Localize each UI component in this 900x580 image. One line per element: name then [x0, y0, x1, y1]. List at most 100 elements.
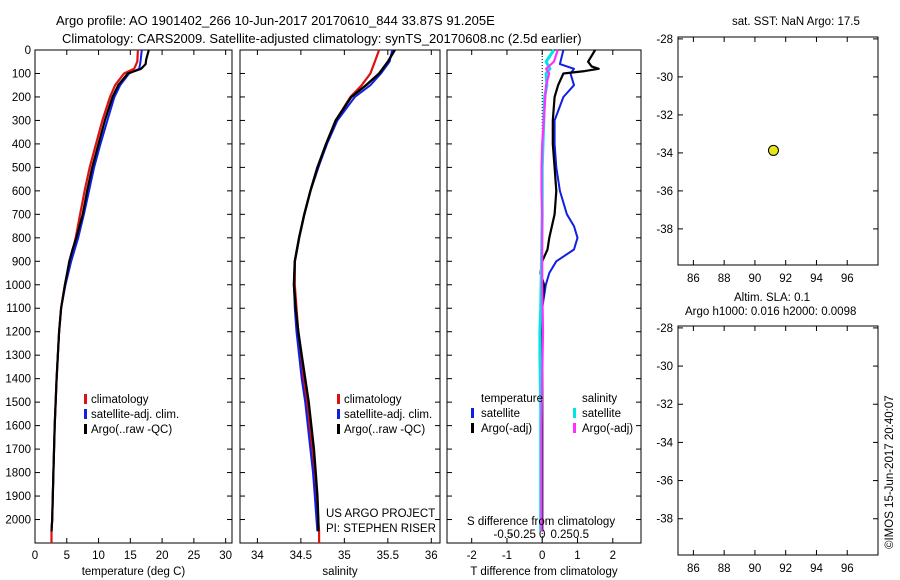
depth-tick-label: 200 [12, 92, 31, 104]
legend-swatch [471, 423, 474, 433]
legend-swatch [84, 424, 87, 434]
depth-tick-label: 100 [12, 68, 31, 80]
lon-tick-label: 90 [749, 273, 762, 285]
x-tick-label: 2 [610, 550, 616, 562]
map-frame [677, 325, 879, 556]
depth-tick-label: 1100 [6, 303, 31, 315]
map-frame-overlay [677, 325, 879, 556]
lat-tick-label: -34 [656, 437, 673, 449]
lat-tick-label: -38 [656, 514, 673, 526]
series-line-argo-raw-qc- [50, 49, 150, 532]
legend-label: climatology [344, 394, 402, 406]
lon-tick-label: 86 [687, 563, 700, 575]
series-line-s-argo-adj- [540, 49, 559, 532]
legend-label: satellite [481, 408, 520, 420]
imos-credit: ©IMOS 15-Jun-2017 20:40:07 [884, 395, 896, 549]
x-tick-label: 35.5 [377, 550, 399, 562]
legend-label: Argo(-adj) [582, 423, 633, 435]
salinity-panel: 34 34.5 35 35.5 36 salinity climatology satelli… [239, 49, 441, 578]
s-tick-label: -0.5 [494, 529, 514, 541]
lon-tick-label: 94 [810, 273, 823, 285]
legend-swatch [84, 409, 87, 419]
legend-swatch [573, 423, 576, 433]
title-line-2: Climatology: CARS2009. Satellite-adjuste… [62, 31, 582, 46]
s-tick-label: 0.25 [550, 529, 572, 541]
plot-frame [239, 49, 441, 544]
x-tick-label: 10 [92, 550, 105, 562]
location-map-panel: 86 88 90 92 94 96 -28 -30 -32 -34 -36 -38 [656, 34, 879, 285]
lat-tick-label: -32 [656, 110, 673, 122]
legend-swatch [84, 394, 87, 404]
depth-tick-label: 1200 [5, 327, 31, 339]
x-axis-label: temperature (deg C) [82, 566, 186, 578]
lat-tick-label: -38 [656, 224, 673, 236]
x-tick-label: 0 [32, 550, 38, 562]
x-tick-label: 36 [425, 550, 438, 562]
lon-tick-label: 88 [718, 273, 731, 285]
lat-tick-label: -32 [656, 399, 673, 411]
depth-tick-label: 1900 [5, 491, 31, 503]
depth-tick-label: 800 [12, 233, 31, 245]
depth-tick-label: 600 [12, 186, 31, 198]
depth-tick-label: 1500 [5, 397, 31, 409]
x-tick-label: 5 [64, 550, 70, 562]
lat-tick-label: -34 [656, 148, 673, 160]
depth-tick-label: 1400 [5, 374, 31, 386]
legend-label: satellite-adj. clim. [344, 409, 432, 421]
lat-tick-label: -36 [656, 476, 673, 488]
depth-tick-label: 0 [25, 45, 31, 57]
x-axis-label: salinity [322, 566, 357, 578]
s-tick-label: 0 [539, 529, 545, 541]
x-tick-label: 30 [219, 550, 232, 562]
project-name: US ARGO PROJECT [326, 508, 435, 520]
series-line-argo-raw-qc- [292, 49, 396, 532]
legend-swatch [573, 408, 576, 418]
depth-tick-label: 700 [12, 209, 31, 221]
legend-swatch [337, 409, 340, 419]
lon-tick-label: 96 [841, 563, 854, 575]
legend-label: satellite-adj. clim. [91, 409, 179, 421]
lat-tick-label: -30 [656, 361, 673, 373]
map-title: sat. SST: NaN Argo: 17.5 [732, 16, 860, 28]
plot-frame [34, 49, 233, 544]
depth-tick-label: 500 [12, 162, 31, 174]
temperature-panel: 0 5 10 15 20 25 300100200300400500600700800900… [5, 45, 233, 578]
depth-tick-label: 1300 [5, 350, 31, 362]
altimetry-title: Altim. SLA: 0.1 [734, 292, 810, 304]
legend-swatch [337, 394, 340, 404]
lon-tick-label: 92 [779, 273, 792, 285]
altimetry-panel: 86 88 90 92 94 96 -28 -30 -32 -34 -36 -38 [656, 323, 879, 575]
s-tick-label: 0.5 [573, 529, 589, 541]
legend-swatch [337, 424, 340, 434]
s-tick-label: -0.25 [510, 529, 536, 541]
project-pi: PI: STEPHEN RISER [326, 523, 436, 535]
legend-label: satellite [582, 408, 621, 420]
lon-tick-label: 86 [687, 273, 700, 285]
lon-tick-label: 90 [749, 563, 762, 575]
x-tick-label: 0 [539, 550, 545, 562]
x-tick-label: 34 [251, 550, 264, 562]
lat-tick-label: -28 [656, 34, 673, 46]
depth-tick-label: 1700 [5, 444, 31, 456]
depth-tick-label: 1800 [5, 468, 31, 480]
lat-tick-label: -28 [656, 323, 673, 335]
lat-tick-label: -36 [656, 186, 673, 198]
legend-swatch [471, 408, 474, 418]
x-axis-label: T difference from climatology [470, 566, 617, 578]
x-tick-label: 35 [338, 550, 351, 562]
lon-tick-label: 94 [810, 563, 823, 575]
title-line-1: Argo profile: AO 1901402_266 10-Jun-2017… [56, 13, 495, 28]
depth-tick-label: 900 [12, 256, 31, 268]
depth-tick-label: 2000 [5, 515, 31, 527]
legend-label: climatology [91, 394, 149, 406]
depth-tick-label: 1000 [5, 280, 31, 292]
x-tick-label: 34.5 [290, 550, 312, 562]
depth-tick-label: 300 [12, 115, 31, 127]
legend-label: Argo(..raw -QC) [91, 424, 172, 436]
altimetry-subtitle: Argo h1000: 0.016 h2000: 0.0098 [685, 306, 856, 318]
depth-tick-label: 400 [12, 139, 31, 151]
x-tick-label: 1 [574, 550, 580, 562]
x-tick-label: 25 [187, 550, 200, 562]
x-tick-label: -2 [467, 550, 477, 562]
